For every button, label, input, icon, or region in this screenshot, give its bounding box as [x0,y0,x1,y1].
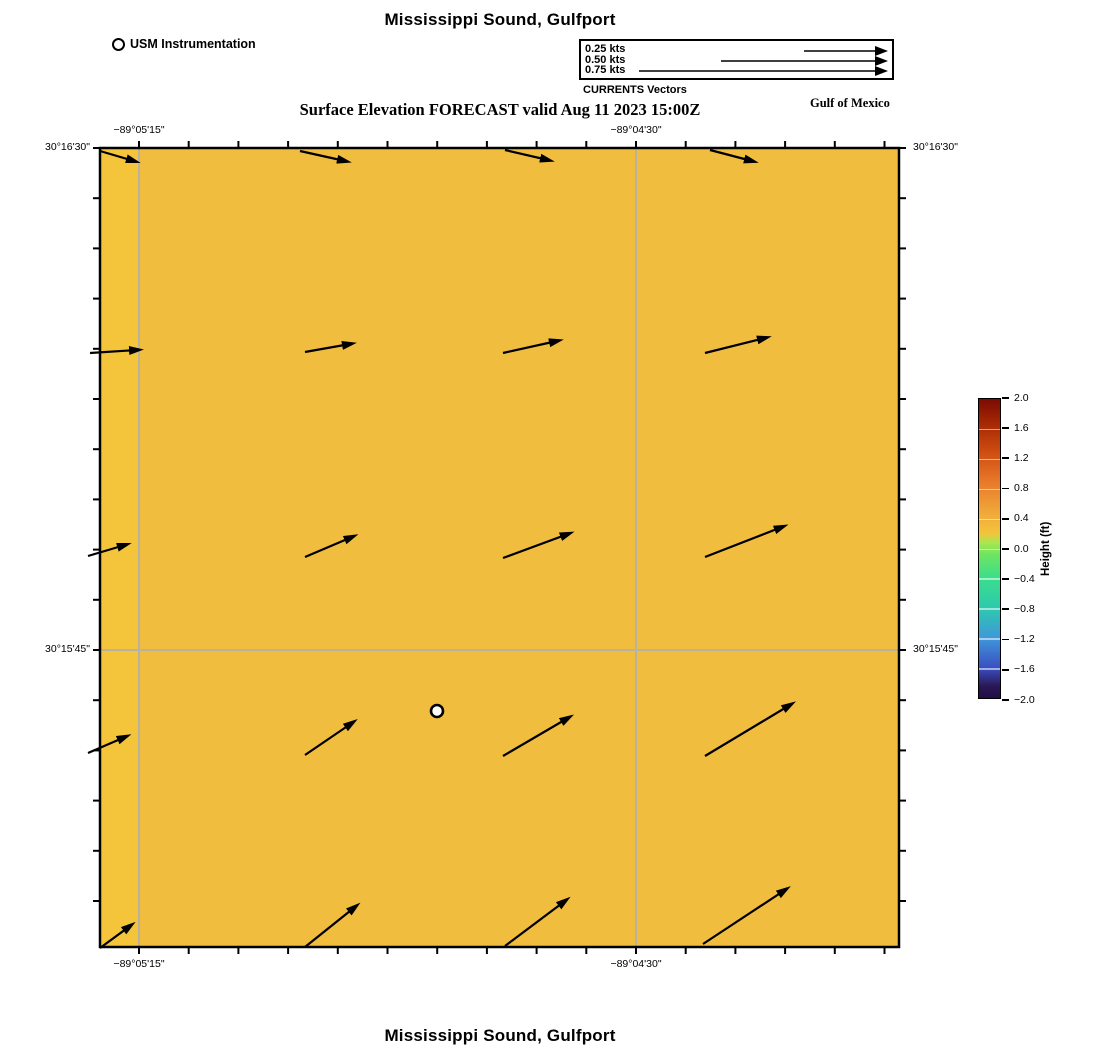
current-vector-arrow [704,335,772,355]
colorbar-axis-label: Height (ft) [1040,521,1052,577]
axis-tick-label-right: 30°16'30" [913,141,958,153]
region-label: Gulf of Mexico [810,96,890,110]
colorbar-separator [979,668,1000,670]
current-vector-arrow [99,149,141,164]
current-vector-arrow [502,338,564,355]
colorbar-tick-label: 1.2 [1014,451,1029,464]
colorbar-tick [1002,699,1009,701]
current-vector-arrow [504,148,555,163]
axis-tick-label-top: −89°04'30" [610,124,662,136]
colorbar-separator [979,428,1000,431]
colorbar-tick [1002,397,1009,399]
colorbar-tick [1002,457,1009,460]
scale-arrows [639,46,888,76]
current-vector-scale-legend: 0.25 kts 0.50 kts 0.75 kts [579,39,894,80]
current-vector-arrow [87,542,132,558]
axis-tick-label-left: 30°16'30" [45,141,90,153]
colorbar-separator [979,578,1000,580]
forecast-subtitle: Surface Elevation FORECAST valid Aug 11 … [299,100,701,119]
colorbar-tick [1002,427,1009,429]
axis-tick-label-bottom: −89°04'30" [610,958,662,970]
scale-labels: 0.25 kts 0.50 kts 0.75 kts [585,44,625,76]
map-canvas [87,141,906,954]
current-vector-arrow [504,896,571,947]
axis-tick-label-bottom: −89°05'15" [113,958,165,970]
colorbar-tick-label: 2.0 [1014,391,1029,404]
bottom-title: Mississippi Sound, Gulfport [384,1026,616,1045]
colorbar-tick-label: −0.8 [1014,602,1035,615]
colorbar-tick [1002,578,1009,580]
axis-tick-label-top: −89°05'15" [113,124,165,136]
colorbar-separator [979,548,1000,550]
axis-tick-label-left: 30°15'45" [45,643,90,655]
colorbar-tick-label: 0.4 [1014,512,1029,525]
current-vector-arrow [709,148,759,164]
colorbar-tick [1002,517,1009,520]
scale-label-075: 0.75 kts [585,64,626,76]
currents-caption: CURRENTS Vectors [583,84,687,96]
colorbar-tick [1002,487,1009,490]
colorbar-separator [979,518,1000,521]
colorbar-tick-label: −0.4 [1014,572,1035,585]
station-circle-icon [112,37,125,51]
current-vector-arrow [502,714,575,757]
map-plot [87,141,906,954]
current-vector-arrow [704,701,797,757]
station-legend-label: USM Instrumentation [130,37,256,51]
page-title: Mississippi Sound, Gulfport [384,10,616,29]
current-vector-arrow [304,534,359,559]
colorbar-tick-label: 0.8 [1014,482,1029,495]
current-vector-arrow [299,149,352,164]
current-vector-arrow [304,340,357,354]
current-vector-arrow [502,531,575,560]
colorbar-separator [979,488,1000,491]
usm-station-marker [429,703,445,719]
current-vector-arrow [89,346,144,356]
current-vector-arrow [704,524,789,559]
colorbar-separator [979,608,1000,610]
current-vector-arrow [304,902,361,948]
axis-tick-label-right: 30°15'45" [913,643,958,655]
scale-label-025: 0.25 kts [585,43,626,55]
colorbar-tick [1002,608,1009,611]
scale-label-050: 0.50 kts [585,53,626,66]
colorbar-tick [1002,668,1009,671]
colorbar-tick-label: 1.6 [1014,421,1029,434]
current-vector-arrow [702,886,791,945]
colorbar-tick-label: −1.6 [1014,663,1035,676]
colorbar-tick [1002,638,1009,641]
current-vector-arrow [87,734,132,755]
colorbar-tick-label: −1.2 [1014,633,1035,646]
current-vector-arrow [99,921,136,949]
current-vector-arrow [304,719,358,756]
colorbar-separator [979,638,1000,640]
colorbar-tick-label: −2.0 [1014,693,1035,706]
colorbar-tick-label: 0.0 [1014,542,1029,555]
colorbar-tick [1002,548,1009,550]
colorbar-separator [979,458,1000,461]
colorbar [978,398,1001,699]
station-legend: USM Instrumentation [112,37,256,51]
